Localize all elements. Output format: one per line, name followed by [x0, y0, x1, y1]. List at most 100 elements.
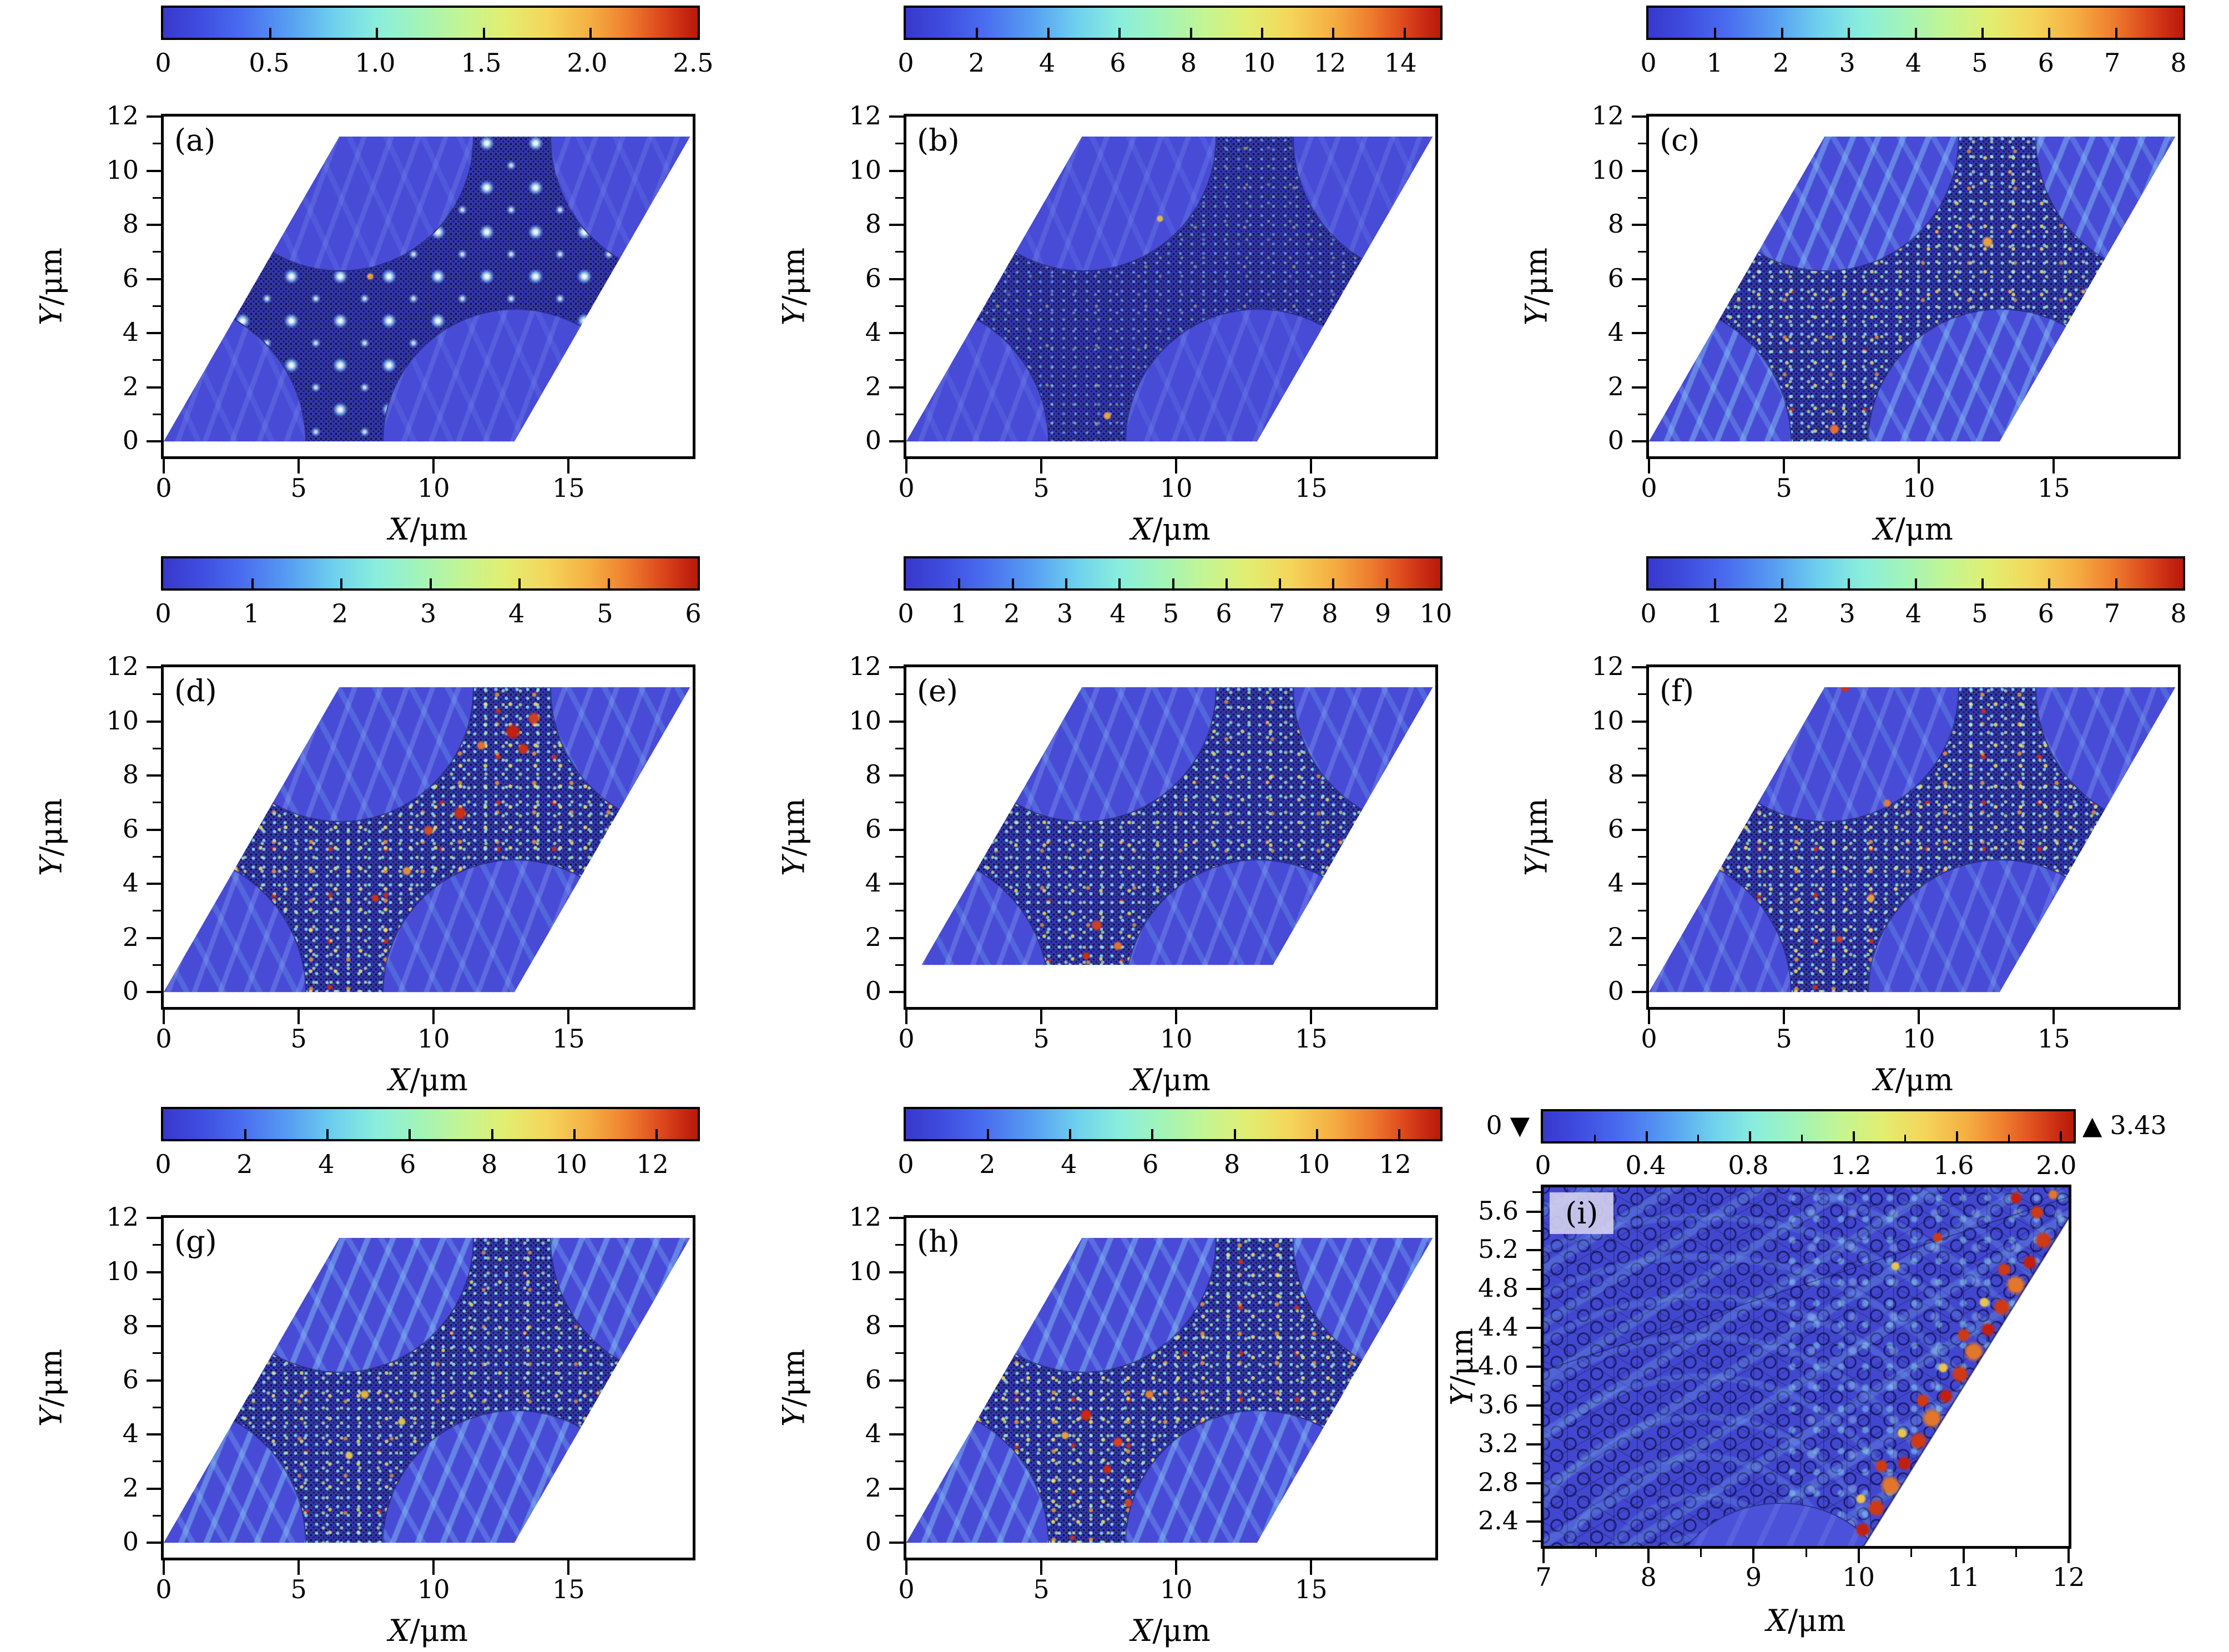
field-hotspot [360, 1389, 370, 1400]
panel-label: (g) [174, 1224, 217, 1259]
y-axis-minor-tick [1532, 1307, 1541, 1309]
panel-label: (h) [917, 1224, 960, 1259]
y-tick-label: 4.0 [1477, 1350, 1519, 1381]
y-axis-tick [147, 720, 161, 723]
colorbar-tick-label: 0 [155, 48, 172, 78]
y-tick-label: 3.6 [1477, 1389, 1519, 1419]
y-axis-label: Y/μm [776, 1349, 811, 1427]
y-axis-tick [147, 774, 161, 777]
y-axis-tick [889, 1542, 904, 1544]
y-tick-label: 10 [106, 1256, 139, 1286]
x-axis-tick [1040, 459, 1043, 474]
y-tick-label: 2 [1607, 921, 1624, 952]
y-tick-label: 4 [865, 867, 881, 898]
y-axis-minor-tick [1638, 747, 1646, 749]
y-axis-tick [1526, 1210, 1541, 1213]
x-axis-unit: /μm [1895, 512, 1953, 547]
x-tick-label: 0 [155, 473, 172, 503]
y-axis-tick [889, 1379, 904, 1382]
x-axis-variable: X [1131, 1062, 1153, 1097]
y-axis-tick [1526, 1288, 1541, 1291]
y-axis-tick [1632, 332, 1646, 335]
colorbar-tick-label: 10 [1243, 48, 1275, 78]
y-axis-minor-tick [1638, 693, 1646, 696]
x-axis-minor-tick [1910, 1549, 1912, 1557]
colorbar-tick [376, 28, 379, 38]
y-axis-tick [1632, 774, 1646, 777]
colorbar-tick-label: 5 [597, 598, 613, 628]
colorbar-tick [607, 578, 610, 588]
edge-state-hotspot [2030, 1205, 2045, 1220]
y-axis-tick [147, 991, 161, 994]
x-tick-label: 11 [1947, 1562, 1980, 1592]
x-axis-tick [297, 459, 300, 474]
up-triangle-icon: ▲ [2082, 1110, 2102, 1140]
colorbar-tick-label: 2.0 [2036, 1150, 2077, 1180]
edge-state-hotspot [2009, 1191, 2023, 1205]
x-axis-label: X/μm [1874, 1062, 1953, 1097]
x-tick-label: 5 [290, 473, 307, 503]
colorbar-tick-minor [2008, 1135, 2010, 1141]
y-axis-variable: Y [1519, 305, 1554, 326]
colorbar-tick-label: 0.8 [1728, 1150, 1769, 1180]
colorbar-tick [1914, 578, 1917, 588]
colorbar [904, 1107, 1443, 1141]
panel-label: (f) [1660, 673, 1695, 708]
field-hotspot [344, 1451, 354, 1460]
field-hotspot [1981, 236, 1994, 249]
edge-state-hotspot [1997, 1262, 2012, 1277]
x-axis-tick [1648, 1010, 1650, 1024]
y-axis-minor-tick [895, 1244, 904, 1246]
y-axis-minor-tick [1638, 359, 1646, 361]
colorbar [161, 556, 700, 591]
y-axis-minor-tick [153, 1298, 161, 1300]
colorbar-tick [1172, 578, 1174, 588]
y-axis-tick [889, 332, 904, 335]
y-tick-label: 10 [1591, 705, 1624, 736]
y-tick-label: 0 [122, 1527, 139, 1557]
x-tick-label: 5 [1776, 473, 1792, 503]
y-axis-tick [889, 224, 904, 226]
colorbar-tick [655, 1129, 658, 1139]
y-axis-tick [147, 1379, 161, 1382]
edge-state-hotspot [1938, 1388, 1954, 1404]
y-axis-variable: Y [776, 305, 811, 326]
y-axis-tick [147, 115, 161, 118]
y-axis-minor-tick [1638, 251, 1646, 253]
y-axis-tick [889, 720, 904, 723]
y-tick-label: 4 [865, 316, 881, 347]
x-axis-label: X/μm [389, 1062, 468, 1097]
colorbar-tick [1151, 1129, 1154, 1139]
y-axis-minor-tick [153, 359, 161, 361]
y-axis-tick [1632, 115, 1646, 118]
y-axis-minor-tick [895, 693, 904, 696]
y-tick-label: 12 [849, 651, 881, 681]
y-axis-label: Y/μm [1445, 1328, 1480, 1406]
x-axis-tick [1040, 1560, 1043, 1575]
y-axis-minor-tick [153, 1352, 161, 1354]
colorbar-tick [1065, 578, 1067, 588]
field-hotspot [371, 894, 380, 903]
colorbar-tick-label: 2.5 [673, 48, 714, 78]
colorbar-tick-label: 4 [1905, 48, 1922, 78]
colorbar-tick-label: 10 [1419, 598, 1453, 628]
x-axis-tick [2053, 459, 2055, 474]
y-axis-tick [1632, 278, 1646, 280]
panel-c: 0 1 2 3 4 5 6 7 8 (c) 0 2 4 6 8 10 12 0 5 10 15 X/μm Y/μm [1485, 0, 2228, 551]
x-tick-label: 15 [1295, 473, 1328, 503]
colorbar-tick-label: 10 [1297, 1149, 1330, 1179]
field-hotspot [1082, 951, 1091, 961]
field-parallelogram [906, 137, 1433, 442]
x-tick-label: 5 [290, 1574, 307, 1604]
x-axis-tick [1175, 459, 1178, 474]
y-axis-minor-tick [153, 305, 161, 307]
plot-area [904, 1215, 1438, 1560]
x-axis-unit: /μm [1895, 1062, 1953, 1097]
y-axis-minor-tick [1638, 964, 1646, 966]
down-triangle-icon: ▼ [1510, 1110, 1530, 1140]
colorbar-tick-label: 7 [1268, 598, 1285, 628]
y-axis-tick [889, 169, 904, 172]
x-axis-label: X/μm [389, 512, 468, 547]
y-tick-label: 5.6 [1477, 1195, 1519, 1226]
colorbar-tick-label: 9 [1374, 598, 1391, 628]
